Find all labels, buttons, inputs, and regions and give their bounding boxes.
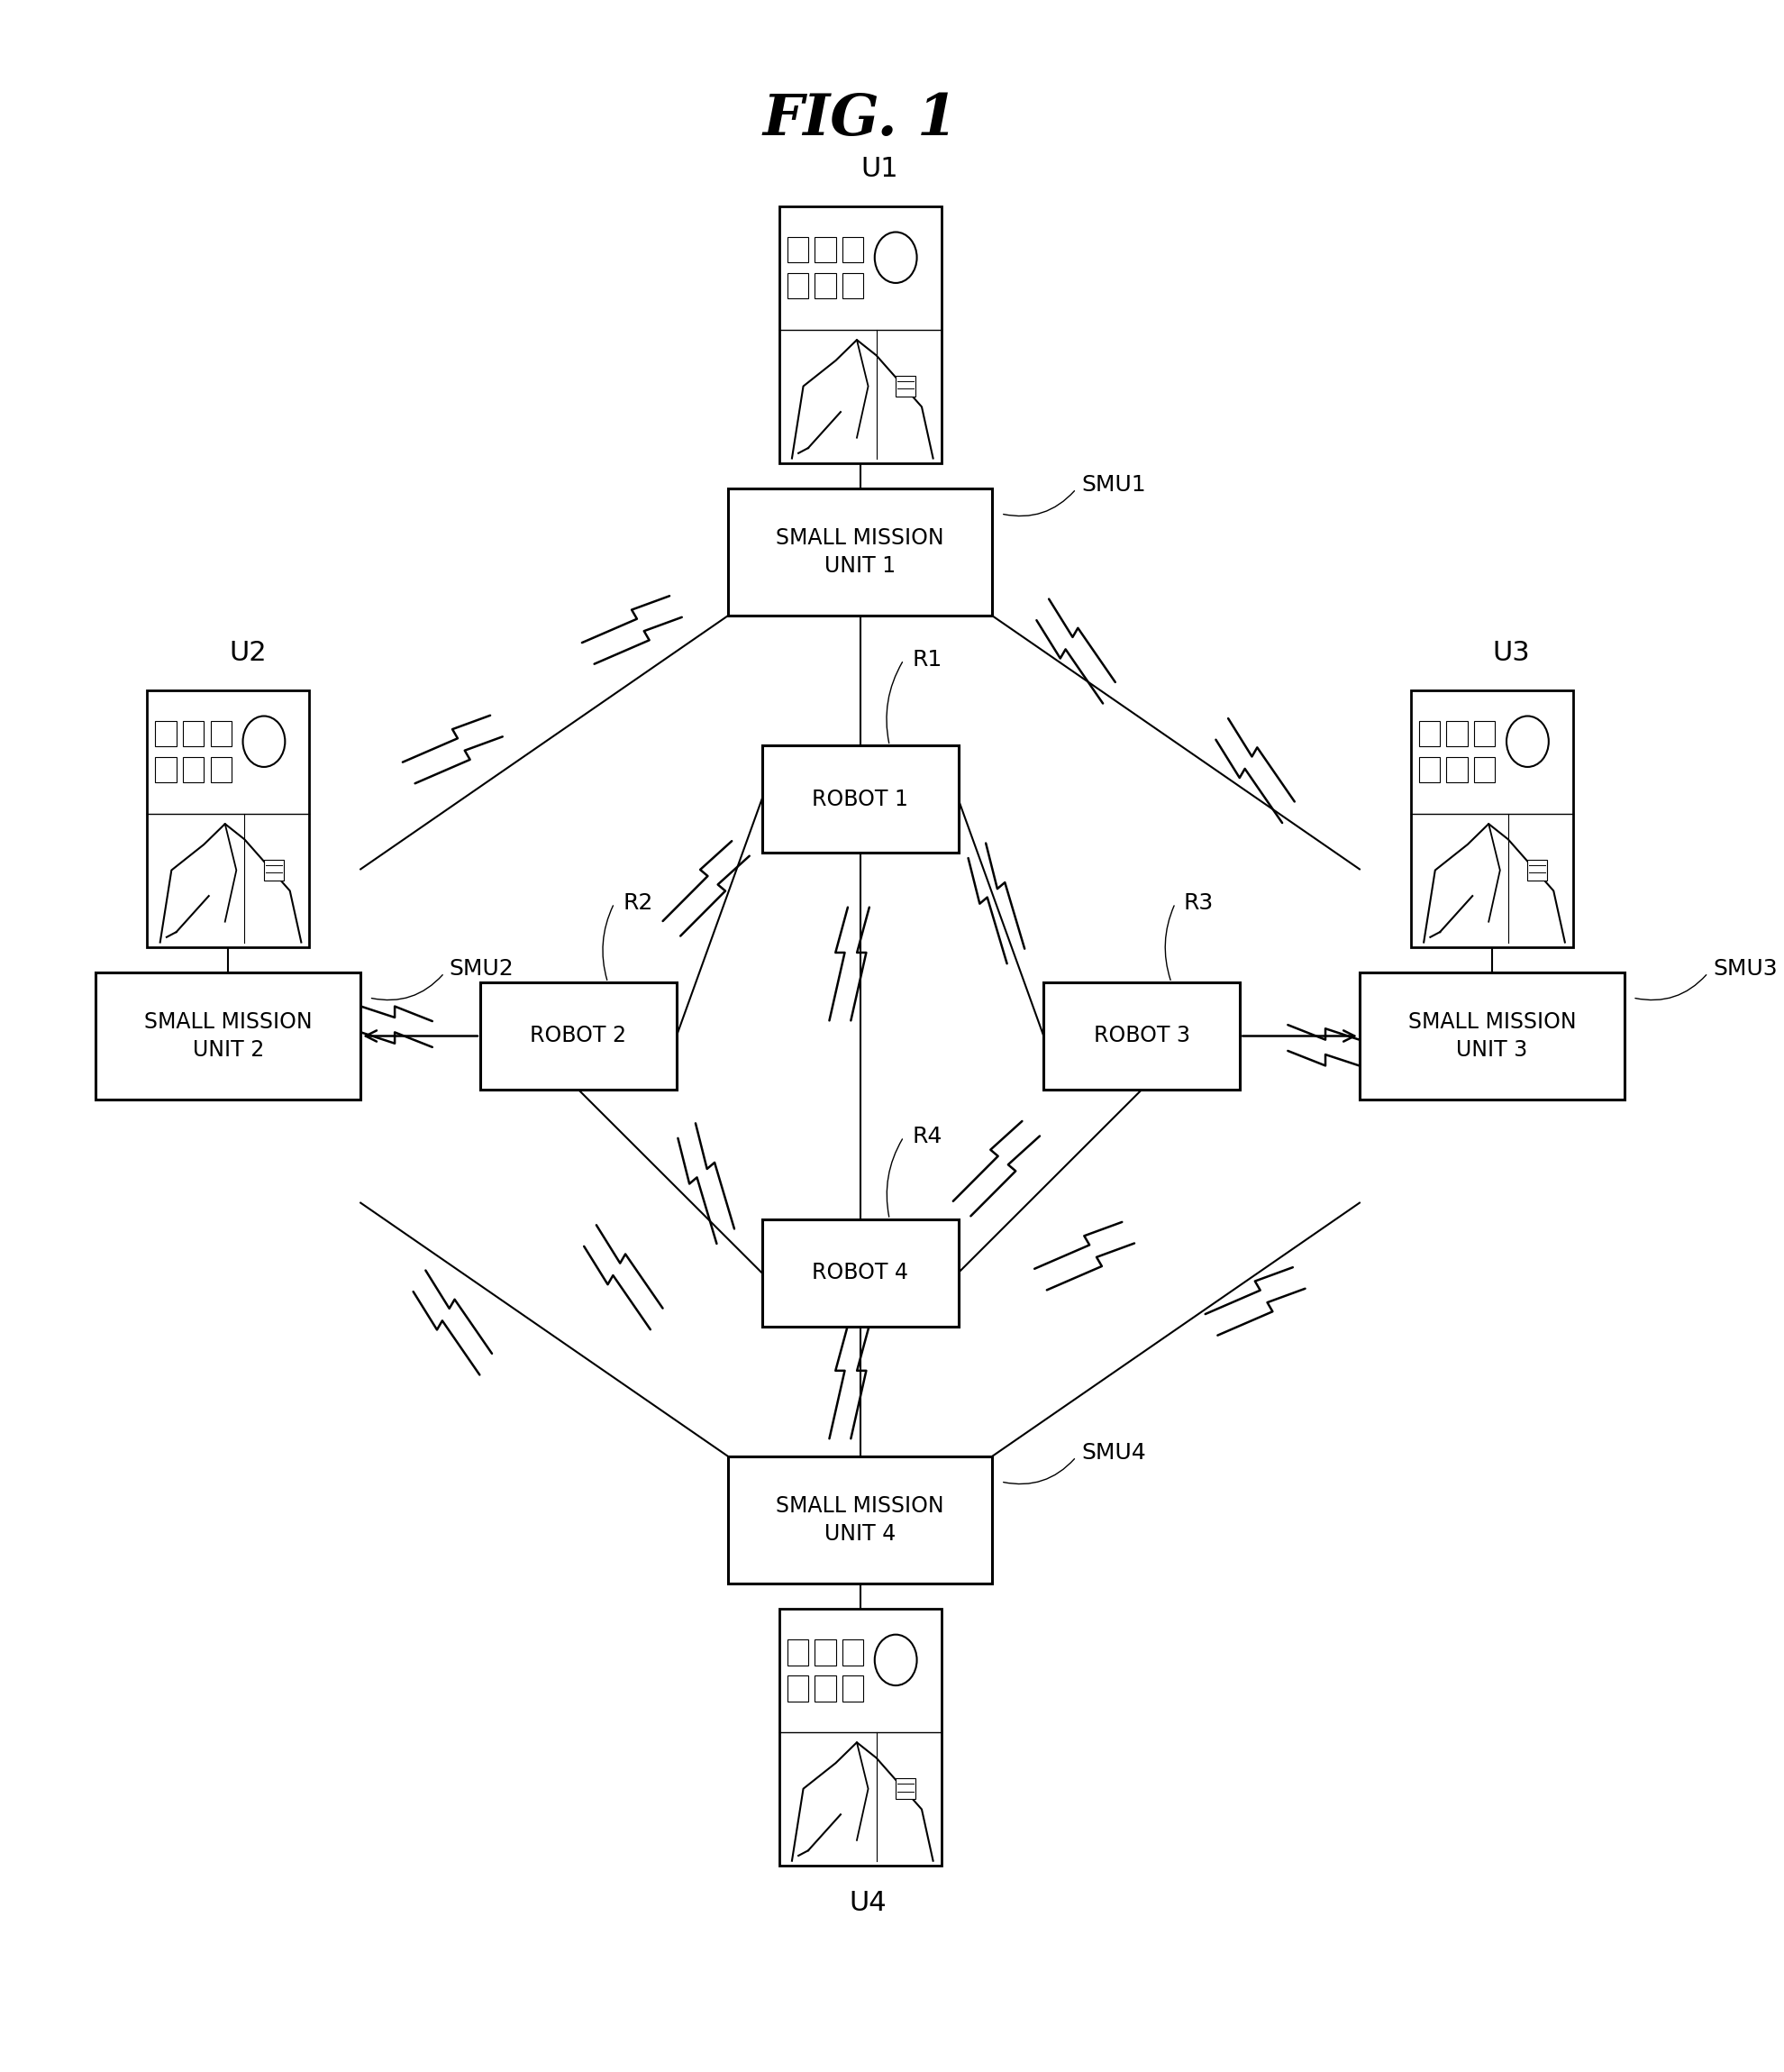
FancyBboxPatch shape: [728, 489, 992, 615]
FancyBboxPatch shape: [1447, 756, 1468, 783]
FancyBboxPatch shape: [762, 746, 958, 854]
FancyBboxPatch shape: [155, 721, 177, 746]
Text: R3: R3: [1183, 893, 1213, 914]
FancyBboxPatch shape: [896, 375, 915, 396]
FancyBboxPatch shape: [211, 756, 232, 783]
FancyBboxPatch shape: [1447, 721, 1468, 746]
FancyBboxPatch shape: [146, 690, 309, 947]
Text: FIG. 1: FIG. 1: [762, 91, 958, 147]
FancyBboxPatch shape: [787, 1676, 808, 1701]
FancyBboxPatch shape: [780, 1608, 942, 1867]
Text: SMALL MISSION
UNIT 2: SMALL MISSION UNIT 2: [145, 1011, 312, 1061]
FancyBboxPatch shape: [182, 721, 203, 746]
Text: R1: R1: [912, 649, 942, 671]
FancyBboxPatch shape: [762, 1218, 958, 1326]
Text: U2: U2: [228, 640, 266, 665]
FancyBboxPatch shape: [1527, 860, 1547, 881]
FancyBboxPatch shape: [787, 274, 808, 298]
FancyBboxPatch shape: [1418, 756, 1440, 783]
Text: SMU1: SMU1: [1081, 474, 1145, 495]
Text: SMALL MISSION
UNIT 4: SMALL MISSION UNIT 4: [776, 1494, 944, 1546]
FancyBboxPatch shape: [1474, 756, 1495, 783]
FancyBboxPatch shape: [1359, 972, 1623, 1100]
FancyBboxPatch shape: [815, 236, 835, 263]
Text: R2: R2: [623, 893, 653, 914]
Text: SMU3: SMU3: [1713, 957, 1777, 980]
FancyBboxPatch shape: [182, 756, 203, 783]
FancyBboxPatch shape: [1044, 982, 1240, 1090]
Text: SMU2: SMU2: [450, 957, 514, 980]
FancyBboxPatch shape: [211, 721, 232, 746]
FancyBboxPatch shape: [787, 236, 808, 263]
Text: ROBOT 4: ROBOT 4: [812, 1262, 908, 1285]
FancyBboxPatch shape: [842, 274, 863, 298]
FancyBboxPatch shape: [264, 860, 284, 881]
FancyBboxPatch shape: [480, 982, 676, 1090]
FancyBboxPatch shape: [815, 274, 835, 298]
Text: U1: U1: [862, 155, 899, 182]
FancyBboxPatch shape: [787, 1639, 808, 1666]
Text: ROBOT 1: ROBOT 1: [812, 787, 908, 810]
FancyBboxPatch shape: [780, 205, 942, 464]
Text: ROBOT 2: ROBOT 2: [530, 1026, 626, 1046]
FancyBboxPatch shape: [842, 1676, 863, 1701]
FancyBboxPatch shape: [842, 236, 863, 263]
Text: SMALL MISSION
UNIT 3: SMALL MISSION UNIT 3: [1408, 1011, 1575, 1061]
FancyBboxPatch shape: [96, 972, 360, 1100]
Text: SMU4: SMU4: [1081, 1442, 1145, 1463]
FancyBboxPatch shape: [1474, 721, 1495, 746]
FancyBboxPatch shape: [815, 1676, 835, 1701]
FancyBboxPatch shape: [1411, 690, 1573, 947]
Text: SMALL MISSION
UNIT 1: SMALL MISSION UNIT 1: [776, 526, 944, 578]
Text: ROBOT 3: ROBOT 3: [1094, 1026, 1190, 1046]
FancyBboxPatch shape: [1418, 721, 1440, 746]
FancyBboxPatch shape: [815, 1639, 835, 1666]
FancyBboxPatch shape: [728, 1457, 992, 1583]
FancyBboxPatch shape: [155, 756, 177, 783]
FancyBboxPatch shape: [842, 1639, 863, 1666]
Text: U4: U4: [849, 1890, 887, 1917]
Text: R4: R4: [912, 1125, 942, 1148]
Text: U3: U3: [1493, 640, 1531, 665]
FancyBboxPatch shape: [896, 1778, 915, 1798]
